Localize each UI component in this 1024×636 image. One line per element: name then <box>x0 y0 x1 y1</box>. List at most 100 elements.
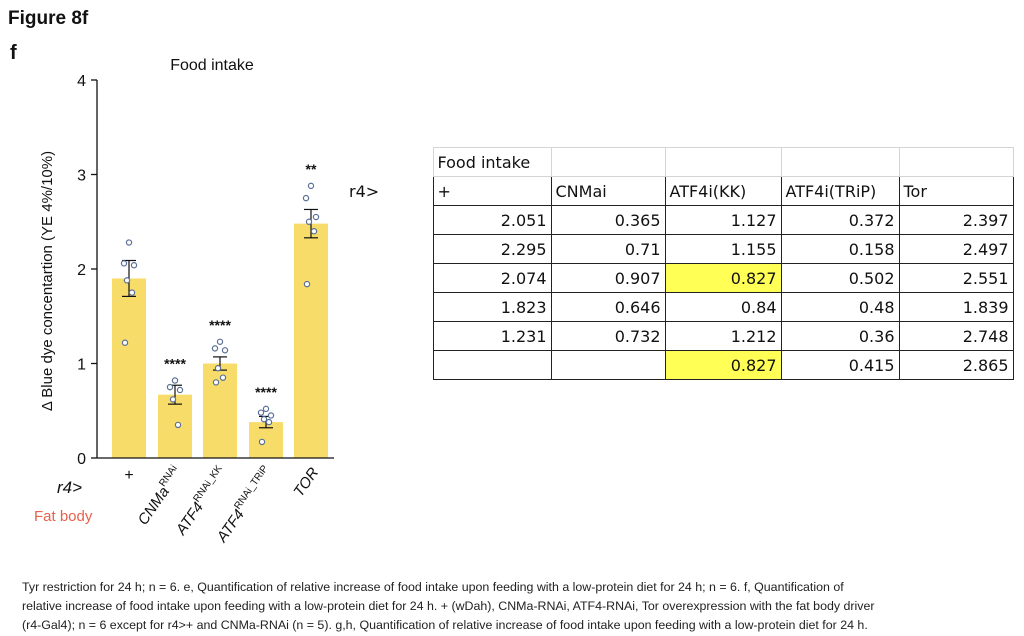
column-header: ATF4i(KK) <box>664 176 782 206</box>
table-cell: 2.497 <box>898 234 1014 264</box>
table-cell: 1.127 <box>664 205 782 235</box>
tissue-label: Fat body <box>34 508 93 525</box>
data-point <box>310 227 318 235</box>
data-point <box>303 280 311 288</box>
table-cell: 1.155 <box>664 234 782 264</box>
data-point <box>123 277 131 284</box>
table-cell: 0.36 <box>780 321 900 351</box>
table-cell: 0.732 <box>550 321 666 351</box>
row-label-cell <box>345 351 433 380</box>
data-point <box>128 289 136 296</box>
row-label-cell <box>345 235 433 264</box>
data-point <box>125 239 133 246</box>
table-row: 1.231 0.732 1.212 0.36 2.748 <box>345 321 1014 351</box>
table-title-cell: Food intake <box>432 147 552 177</box>
data-point <box>258 438 266 446</box>
empty-cell <box>550 147 666 177</box>
data-point <box>302 194 310 202</box>
x-tick-label: ATF4RNAi_TRiP <box>211 463 277 546</box>
figure-caption: Tyr restriction for 24 h; n = 6. e, Quan… <box>22 578 1022 635</box>
table-row: 1.823 0.646 0.84 0.48 1.839 <box>345 292 1014 322</box>
data-point <box>216 338 224 345</box>
data-point <box>169 396 177 403</box>
table-cell: 2.051 <box>432 205 552 235</box>
data-point <box>130 262 138 269</box>
table-cell: 2.865 <box>898 350 1014 380</box>
x-tick-main: CNMa <box>135 484 173 529</box>
chart-title: Food intake <box>170 57 254 74</box>
bar <box>158 394 192 458</box>
data-point <box>211 345 219 352</box>
row-label-cell <box>345 322 433 351</box>
row-label-cell <box>345 264 433 293</box>
figure-title: Figure 8f <box>8 8 89 29</box>
data-table-region: Food intake r4> + CNMai ATF4i(KK) ATF4i(TRiP)… <box>345 147 1014 380</box>
caption-line: Tyr restriction for 24 h; n = 6. e, Quan… <box>22 580 844 594</box>
table-cell: 0.646 <box>550 292 666 322</box>
data-point <box>174 421 182 429</box>
x-tick-label: TOR <box>290 464 322 500</box>
table-cell: 1.212 <box>664 321 782 351</box>
significance-label: **** <box>164 356 186 372</box>
significance-label: **** <box>209 317 231 333</box>
row-label-cell <box>345 293 433 322</box>
table-row: 2.295 0.71 1.155 0.158 2.497 <box>345 234 1014 264</box>
table-cell: 0.502 <box>780 263 900 293</box>
data-point <box>120 260 128 267</box>
x-tick-superscript: RNAi_TRiP <box>232 463 271 511</box>
table-title-row: Food intake <box>345 147 1014 177</box>
table-row: 2.074 0.907 0.827 0.502 2.551 <box>345 263 1014 293</box>
empty-cell <box>780 147 900 177</box>
x-tick-main: TOR <box>290 464 322 500</box>
bar <box>112 278 146 458</box>
y-tick-label: 1 <box>77 357 86 374</box>
data-point <box>176 386 184 394</box>
data-point <box>221 347 229 354</box>
table-cell: 1.823 <box>432 292 552 322</box>
table-cell: 0.372 <box>780 205 900 235</box>
table-cell <box>432 350 552 380</box>
bar <box>294 223 328 458</box>
bar-chart: Food intake 0 1 2 3 4 Δ Blue dye concentartion… <box>34 57 334 546</box>
data-point <box>121 339 129 346</box>
table-cell: 0.365 <box>550 205 666 235</box>
empty-cell <box>898 147 1014 177</box>
data-point <box>305 218 313 225</box>
column-header: Tor <box>898 176 1014 206</box>
panel-letter: f <box>10 42 17 64</box>
table-row: 2.051 0.365 1.127 0.372 2.397 <box>345 205 1014 235</box>
row-label-cell <box>345 148 433 177</box>
x-tick-main: ATF4 <box>213 506 248 546</box>
table-cell: 1.231 <box>432 321 552 351</box>
x-tick-superscript: RNAi_KK <box>191 463 224 504</box>
significance-label: ** <box>306 161 317 177</box>
row-label-cell: r4> <box>349 181 380 201</box>
table-cell: 0.827 <box>664 350 782 380</box>
data-point <box>260 416 268 423</box>
y-tick-label: 3 <box>77 168 86 185</box>
table-row: 0.827 0.415 2.865 <box>345 350 1014 380</box>
table-cell: 0.827 <box>664 263 782 293</box>
table-cell: 0.71 <box>550 234 666 264</box>
data-point <box>214 365 222 372</box>
data-point <box>171 377 179 384</box>
table-cell: 0.84 <box>664 292 782 322</box>
column-header: ATF4i(TRiP) <box>780 176 900 206</box>
data-point <box>267 412 275 419</box>
y-tick-label: 2 <box>77 262 86 279</box>
data-point <box>262 405 270 413</box>
table-cell: 0.158 <box>780 234 900 264</box>
y-tick-label: 0 <box>77 451 86 468</box>
x-tick-label: CNMaRNAi <box>133 463 186 528</box>
data-point <box>312 213 320 221</box>
data-point <box>212 379 220 386</box>
y-tick-label: 4 <box>77 73 86 90</box>
bar <box>203 363 237 458</box>
column-header: + <box>432 176 552 206</box>
data-point <box>219 374 227 381</box>
y-axis-label: Δ Blue dye concentartion (YE 4%/10%) <box>39 151 56 411</box>
row-label-cell <box>345 206 433 235</box>
table-cell: 2.074 <box>432 263 552 293</box>
caption-line: relative increase of food intake upon fe… <box>22 599 875 613</box>
x-tick-label: + <box>124 467 133 484</box>
